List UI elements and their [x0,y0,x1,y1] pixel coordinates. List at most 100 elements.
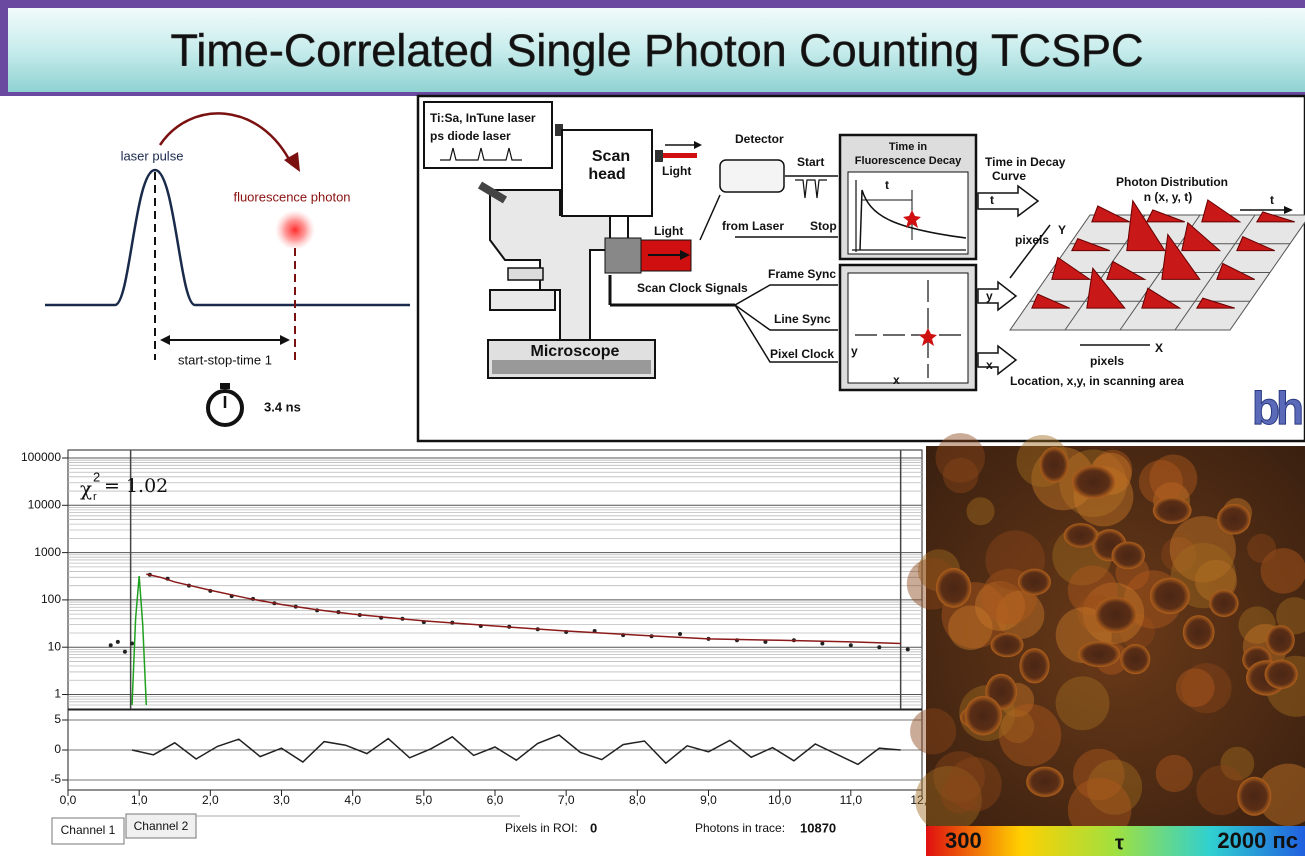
cytoplasm [935,433,986,483]
photons-value: 10870 [800,820,836,835]
laser-port [555,124,563,136]
microscope-foot [492,360,651,374]
colorbar-min: 300 [945,828,982,853]
stopwatch [206,389,244,427]
arrow-head [694,141,702,149]
nucleus [1217,503,1251,535]
nucleus [990,632,1024,658]
plot-area [67,449,923,710]
cytoplasm [974,580,1025,631]
label: Scan [592,148,630,165]
histogram [1236,235,1276,252]
label: Line Sync [774,312,831,326]
photon-grid [1009,199,1305,331]
label: Light [654,224,683,238]
label: Curve [992,169,1026,183]
cytoplasm [1247,533,1277,563]
label: Stop [810,219,837,233]
label: Y [1058,223,1066,237]
objective [507,267,544,281]
star [919,328,937,346]
histogram [1255,211,1295,223]
histogram [1086,266,1126,309]
histogram [1161,233,1201,280]
y-tick-label: 1 [54,687,61,701]
label: Frame Sync [768,267,836,281]
decay-plot [847,171,969,255]
label: x [893,373,900,387]
label: Ti:Sa, InTune laser [430,111,536,125]
logo: bh [1252,382,1302,434]
nucleus [1039,446,1069,483]
decay-curve [859,189,967,251]
nucleus [1237,776,1272,816]
stopwatch-button [220,383,230,389]
pixels-value: 0 [590,820,597,835]
cytoplasm [966,497,995,526]
label: Fluorescence Decay [855,155,962,167]
label: Location, x,y, in scanning area [1010,374,1184,388]
data-point [122,649,127,654]
tab[interactable] [125,813,197,839]
cytoplasm [910,708,957,755]
x-tick-label: 0,0 [60,793,77,807]
footer: Channel 1 Channel 2 Pixels in ROI: 0 Pho… [51,813,836,845]
x-tick-label: 11,0 [840,793,863,807]
laser-label: laser pulse [121,148,184,163]
nucleus [1182,615,1215,650]
cytoplasm [1238,606,1276,644]
nucleus [1078,641,1121,668]
cytoplasm [933,751,985,803]
cytoplasm [1073,748,1125,801]
arrow-head [1284,206,1293,214]
arrow-head [160,335,170,345]
photon [275,210,315,250]
tab-label[interactable]: Channel 2 [134,819,189,833]
data-point [678,632,683,637]
nucleus [1017,568,1051,596]
colorbar-symbol: τ [1115,832,1124,854]
histogram [1091,205,1131,223]
data-point [848,643,853,648]
cytoplasm [1276,597,1305,635]
y-tick-label: 10000 [28,497,62,511]
start-pulses [795,179,827,199]
cytoplasm [1196,765,1247,816]
arrow-head [680,250,690,260]
tab[interactable] [51,817,125,845]
chi-symbol: χ [80,477,92,501]
label: Light [662,164,691,178]
cytoplasm [1220,746,1255,781]
cytoplasm [942,457,979,494]
nucleus [1071,465,1116,499]
x-tick-label: 1,0 [131,793,148,807]
label: t [885,178,889,192]
histogram [1051,256,1092,280]
cytoplasm [948,605,993,651]
tab-label[interactable]: Channel 1 [61,823,116,837]
grid-cell [1174,214,1256,331]
x-tick-label: 10,0 [768,793,792,807]
y2-tick-label: 5 [54,712,61,726]
star [903,210,921,228]
nucleus [1111,541,1146,570]
t-arrow [977,184,1040,218]
label: t [990,193,994,207]
nucleus [1120,644,1151,675]
nucleus [1264,659,1298,689]
cytoplasm [947,757,1002,812]
y2-tick-label: -5 [50,772,61,786]
data-line [131,575,148,706]
chi-value: = 1.02 [104,475,168,497]
location-plot [847,272,969,384]
data-line [131,734,901,766]
histogram [1126,199,1166,252]
y-axis-arrow [1009,224,1051,279]
histogram [1201,199,1242,223]
y2-tick-label: 0 [54,742,61,756]
label: y [851,344,858,358]
setup-diagram: Ti:Sa, InTune laser ps diode laser Scan … [416,94,1305,443]
chi-sub: r [93,491,97,503]
y-tick-label: 10 [48,639,62,653]
data-point [877,645,882,650]
